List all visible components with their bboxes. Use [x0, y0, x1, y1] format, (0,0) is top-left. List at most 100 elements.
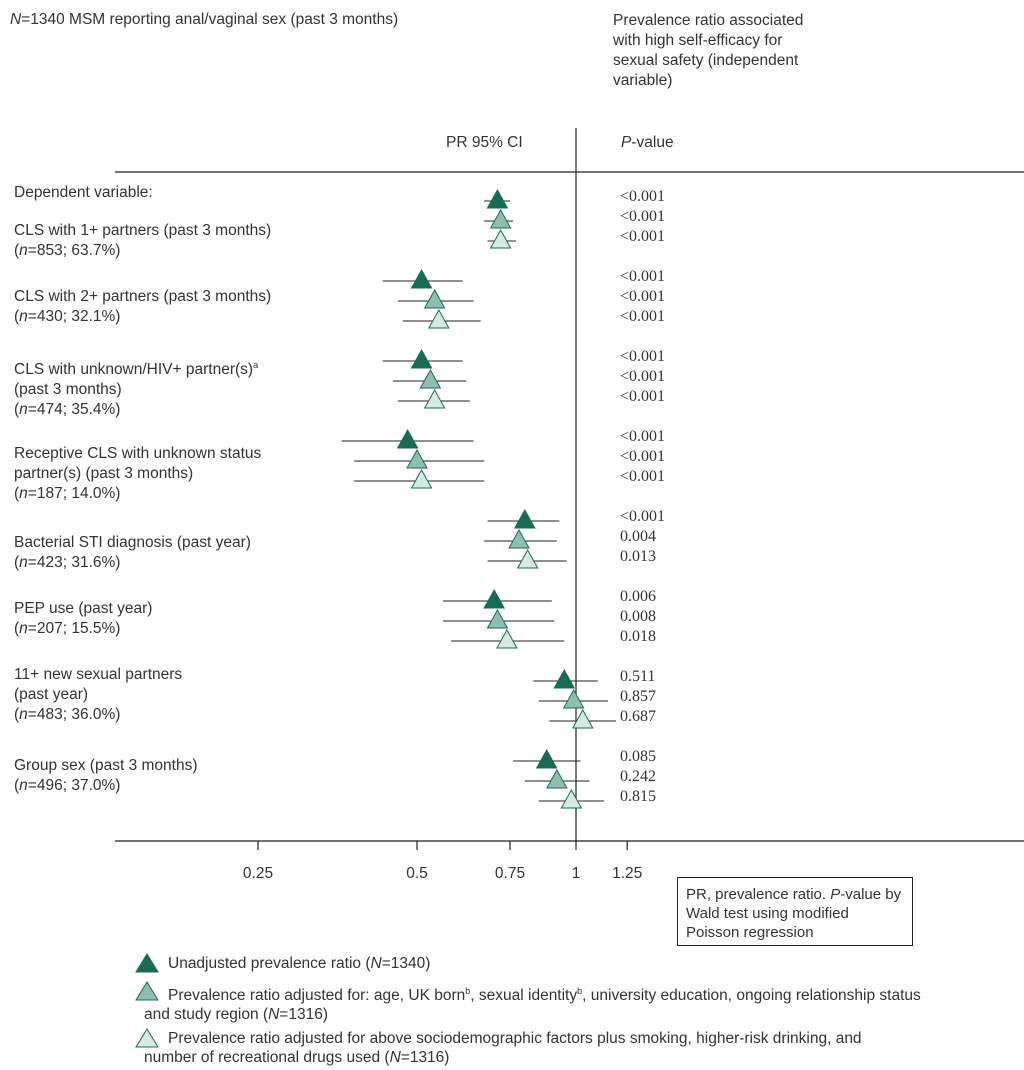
- legend-adjusted2: Prevalence ratio adjusted for above soci…: [144, 1029, 862, 1067]
- point-estimate: [410, 348, 433, 369]
- x-tick-label: 1.25: [612, 865, 642, 882]
- point-estimate: [483, 588, 506, 609]
- p-value: <0.001: [620, 208, 666, 225]
- p-value: <0.001: [620, 228, 666, 245]
- pr-ci-header: PR 95% CI: [446, 134, 523, 151]
- x-tick-label: 1: [572, 865, 581, 882]
- title-line: with high self-efficacy for: [613, 32, 783, 49]
- legend-text: , university education, ongoing relation…: [582, 987, 921, 1005]
- row-n-text: =187; 14.0%): [27, 485, 121, 502]
- independent-variable-title: Prevalence ratio associated with high se…: [613, 11, 803, 91]
- row-n-text: =207; 15.5%): [27, 620, 121, 637]
- note-text-1: PR, prevalence ratio.: [686, 886, 831, 903]
- p-value: 0.511: [620, 668, 656, 685]
- legend-line: Prevalence ratio adjusted for above soci…: [168, 1030, 862, 1047]
- abbreviation-note: PR, prevalence ratio. P-value by Wald te…: [677, 877, 913, 946]
- row-label-line: partner(s) (past 3 months): [14, 465, 194, 482]
- point-estimate: [496, 628, 518, 649]
- x-tick-label: 0.25: [243, 865, 273, 882]
- row-label-cls-unknown-hiv: CLS with unknown/HIV+ partner(s)a (past …: [14, 355, 258, 420]
- point-estimate: [513, 508, 536, 529]
- dependent-variable-label: Dependent variable:: [14, 184, 153, 201]
- point-estimate: [489, 228, 512, 249]
- row-label-line: (past year): [14, 686, 89, 703]
- legend-adjusted1: Prevalence ratio adjusted for: age, UK b…: [144, 982, 921, 1024]
- p-value: 0.085: [620, 748, 656, 765]
- legend-text: , sexual identity: [470, 987, 578, 1005]
- point-estimate: [410, 268, 433, 289]
- row-n: (n=483; 36.0%): [14, 706, 121, 723]
- row-label-line: CLS with 1+ partners (past 3 months): [14, 222, 272, 239]
- point-estimate: [486, 608, 509, 629]
- row-n: (n=496; 37.0%): [14, 777, 121, 794]
- row-n-text: =474; 35.4%): [27, 401, 121, 419]
- legend-n-symbol: N: [268, 1006, 280, 1024]
- p-value: 0.687: [620, 708, 656, 725]
- row-label-line: Bacterial STI diagnosis (past year): [14, 534, 251, 551]
- p-value: 0.006: [620, 588, 656, 605]
- footnote-mark: a: [253, 360, 259, 370]
- p-value: 0.008: [620, 608, 656, 625]
- point-estimate: [562, 688, 585, 709]
- row-n-text: =496; 37.0%): [27, 777, 121, 794]
- p-value: <0.001: [620, 468, 666, 485]
- row-label-receptive-cls: Receptive CLS with unknown status partne…: [14, 444, 261, 504]
- n-symbol: n: [19, 554, 28, 571]
- point-estimate: [423, 288, 446, 309]
- p-value: <0.001: [620, 268, 666, 285]
- row-label-text: CLS with unknown/HIV+ partner(s): [14, 361, 254, 379]
- p-value: <0.001: [620, 288, 666, 305]
- p-value: <0.001: [620, 508, 666, 525]
- row-label-cls-1plus: CLS with 1+ partners (past 3 months) (n=…: [14, 221, 271, 261]
- row-n: (n=430; 32.1%): [14, 308, 121, 325]
- n-symbol: n: [19, 706, 28, 723]
- point-estimate: [546, 768, 568, 789]
- row-n: (n=853; 63.7%): [14, 242, 121, 259]
- point-estimate: [423, 388, 446, 409]
- p-value: 0.242: [620, 768, 656, 785]
- legend-line: number of recreational drugs used (N=131…: [144, 1048, 862, 1067]
- p-value: 0.815: [620, 788, 656, 805]
- x-tick-label: 0.5: [406, 865, 428, 882]
- point-estimate: [571, 708, 594, 729]
- legend-text: =1340): [381, 955, 431, 972]
- p-value: <0.001: [620, 368, 666, 385]
- row-n: (n=423; 31.6%): [14, 554, 121, 571]
- legend-adjusted2-icon: [135, 1028, 159, 1048]
- row-n: (n=207; 15.5%): [14, 620, 121, 637]
- p-value: 0.857: [620, 688, 656, 705]
- title-line: Prevalence ratio associated: [613, 12, 804, 29]
- point-estimate: [553, 668, 576, 689]
- point-estimate: [535, 748, 558, 769]
- point-estimate: [410, 468, 433, 489]
- p-value: <0.001: [620, 188, 666, 205]
- sample-text: =1340 MSM reporting anal/vaginal sex (pa…: [21, 11, 399, 28]
- row-label-group-sex: Group sex (past 3 months) (n=496; 37.0%): [14, 756, 198, 796]
- legend-unadjusted: Unadjusted prevalence ratio (N=1340): [168, 954, 430, 973]
- row-label-line: Group sex (past 3 months): [14, 757, 198, 774]
- row-label-line: CLS with unknown/HIV+ partner(s)a: [14, 355, 258, 380]
- row-label-line: (past 3 months): [14, 381, 122, 399]
- n-symbol: n: [19, 242, 28, 259]
- p-value-header: P-value: [621, 134, 674, 152]
- legend-text: Prevalence ratio adjusted for: age, UK b…: [168, 987, 466, 1005]
- p-value: 0.004: [620, 528, 656, 545]
- legend-n-symbol: N: [370, 955, 382, 972]
- row-label-line: 11+ new sexual partners: [14, 666, 183, 683]
- row-label-line: Receptive CLS with unknown status: [14, 445, 262, 462]
- point-estimate: [516, 548, 539, 569]
- p-value-suffix: -value: [631, 134, 674, 151]
- p-symbol: P: [621, 134, 632, 151]
- row-label-pep-use: PEP use (past year) (n=207; 15.5%): [14, 599, 152, 639]
- row-label-bacterial-sti: Bacterial STI diagnosis (past year) (n=4…: [14, 533, 251, 573]
- footnote-mark: b: [577, 986, 583, 996]
- row-label-line: CLS with 2+ partners (past 3 months): [14, 288, 272, 305]
- note-text-2: -value by Wald test using modified Poiss…: [686, 886, 902, 941]
- n-symbol: n: [19, 401, 28, 419]
- title-line: sexual safety (independent: [613, 52, 799, 69]
- note-p-symbol: P: [830, 886, 841, 903]
- n-symbol: n: [19, 777, 28, 794]
- row-n: (n=187; 14.0%): [14, 485, 121, 502]
- p-value: <0.001: [620, 448, 666, 465]
